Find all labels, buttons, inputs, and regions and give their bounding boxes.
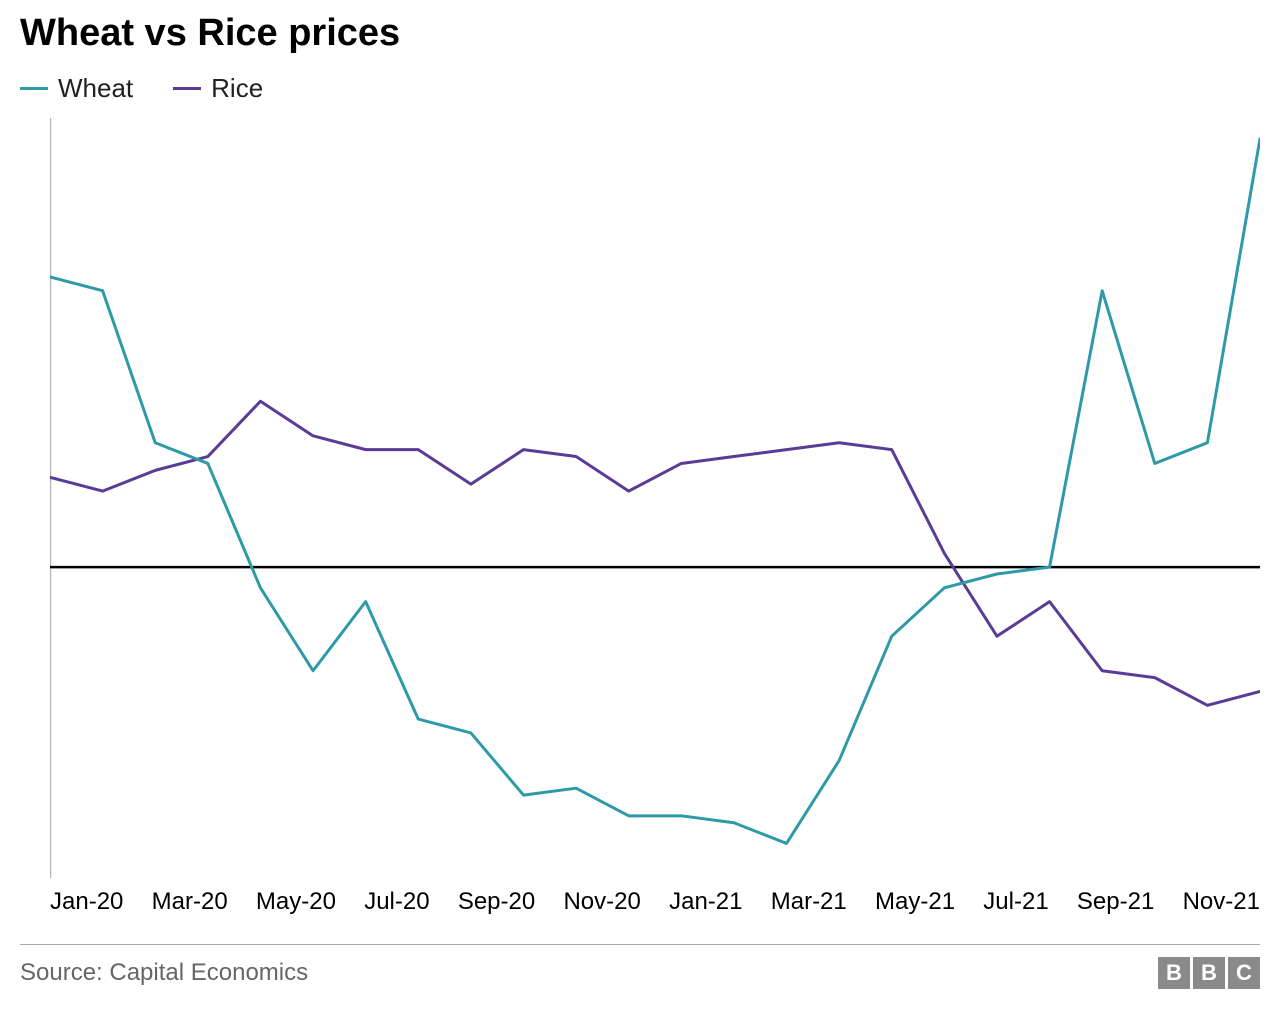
bbc-logo-c: C: [1228, 957, 1260, 989]
legend: Wheat Rice: [20, 73, 1260, 104]
x-tick-label: Jul-21: [983, 888, 1048, 916]
legend-label-rice: Rice: [211, 73, 263, 104]
x-tick-label: Sep-20: [458, 888, 535, 916]
chart-container: Wheat vs Rice prices Wheat Rice Jan-20 Ma…: [0, 0, 1280, 1036]
x-axis-labels: Jan-20 Mar-20 May-20 Jul-20 Sep-20 Nov-20 Jan-…: [50, 888, 1260, 916]
source-text: Source: Capital Economics: [20, 959, 308, 987]
series-line-rice: [50, 401, 1260, 705]
legend-item-rice: Rice: [173, 73, 263, 104]
x-tick-label: Nov-20: [563, 888, 640, 916]
x-tick-label: Mar-20: [152, 888, 228, 916]
x-tick-label: Jan-21: [669, 888, 742, 916]
chart-title: Wheat vs Rice prices: [20, 12, 1260, 55]
legend-swatch-wheat: [20, 87, 48, 90]
x-tick-label: Sep-21: [1077, 888, 1154, 916]
x-tick-label: May-21: [875, 888, 955, 916]
legend-item-wheat: Wheat: [20, 73, 133, 104]
legend-swatch-rice: [173, 87, 201, 90]
x-tick-label: May-20: [256, 888, 336, 916]
x-tick-label: Jan-20: [50, 888, 123, 916]
x-tick-label: Mar-21: [771, 888, 847, 916]
bbc-logo-b1: B: [1158, 957, 1190, 989]
bbc-logo: B B C: [1158, 957, 1260, 989]
x-tick-label: Jul-20: [364, 888, 429, 916]
bbc-logo-b2: B: [1193, 957, 1225, 989]
footer-rule: [20, 944, 1260, 945]
x-tick-label: Nov-21: [1183, 888, 1260, 916]
plot-area: [50, 118, 1260, 878]
footer: Source: Capital Economics B B C: [20, 957, 1260, 989]
legend-label-wheat: Wheat: [58, 73, 133, 104]
series-line-wheat: [50, 139, 1260, 844]
